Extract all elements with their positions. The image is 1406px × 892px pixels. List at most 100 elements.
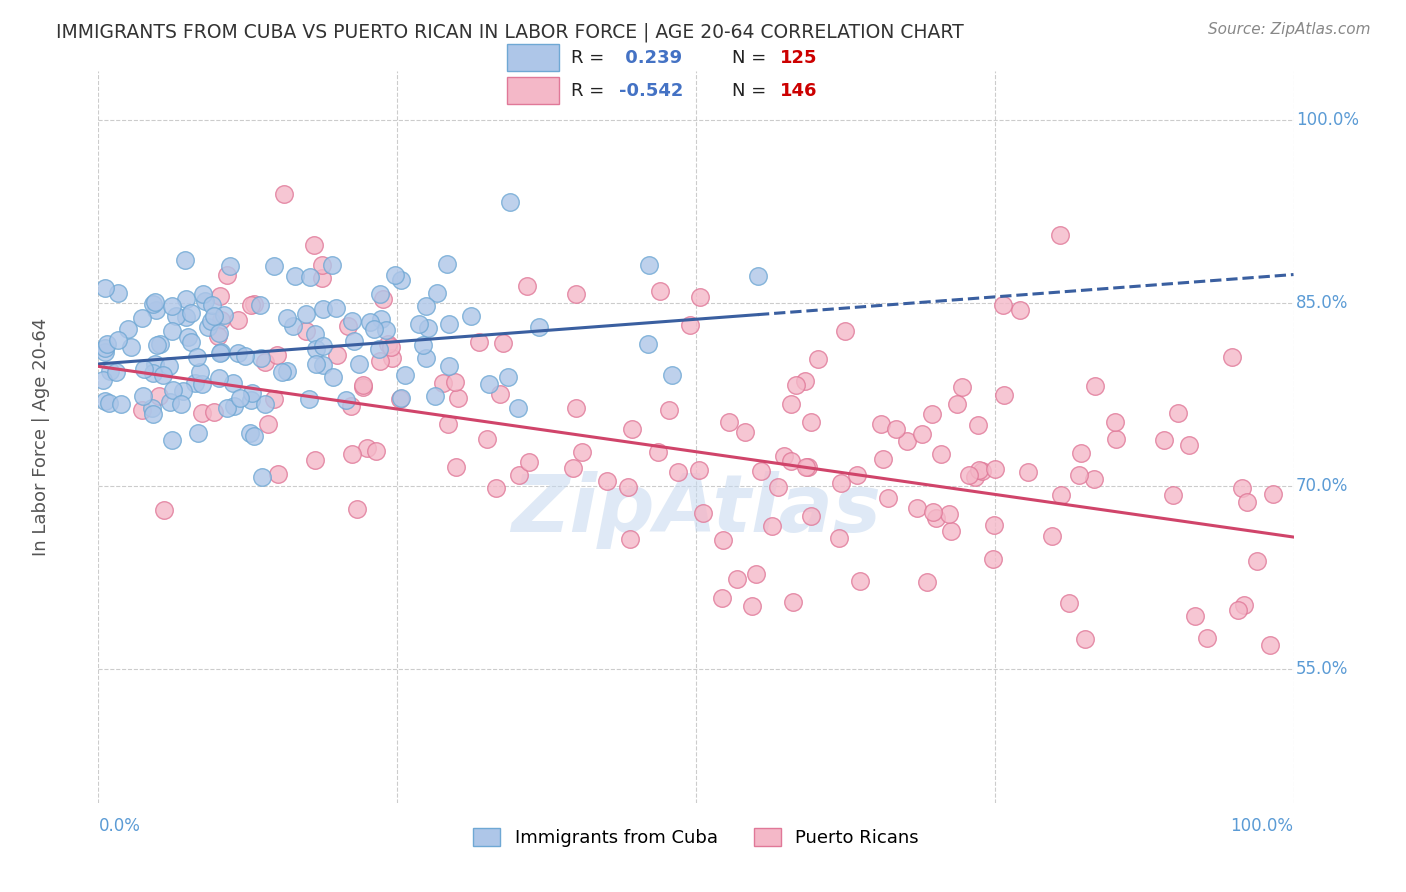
Point (152, 368, 174, 382)
Point (745, 567, 768, 582)
Point (849, 574, 872, 588)
Point (97, 396, 120, 410)
Point (94, 281, 117, 295)
Point (785, 378, 807, 392)
Point (254, 397, 277, 411)
Point (679, 318, 702, 332)
Point (561, 461, 583, 475)
Point (938, 507, 960, 521)
Point (170, 396, 193, 410)
Point (1017, 465, 1039, 479)
Point (228, 391, 250, 405)
Point (219, 260, 242, 274)
Point (1258, 638, 1281, 652)
Point (426, 286, 449, 301)
Point (228, 346, 250, 360)
Bar (508, 45, 560, 71)
Point (152, 503, 174, 517)
Point (498, 370, 520, 384)
Point (222, 376, 245, 390)
Text: R =: R = (571, 82, 610, 100)
Legend: Immigrants from Cuba, Puerto Ricans: Immigrants from Cuba, Puerto Ricans (464, 819, 928, 856)
Point (1010, 302, 1032, 317)
Point (658, 403, 681, 417)
Point (201, 298, 224, 312)
Point (1105, 432, 1128, 446)
Text: 0.239: 0.239 (619, 49, 682, 67)
Point (564, 401, 586, 415)
Point (302, 238, 325, 252)
Point (565, 287, 588, 301)
Point (650, 284, 672, 298)
Point (1230, 481, 1253, 495)
Point (340, 313, 363, 327)
Point (284, 268, 307, 283)
Point (921, 505, 943, 519)
Point (94, 341, 117, 355)
Point (380, 340, 402, 354)
Point (596, 474, 619, 488)
Point (212, 308, 235, 322)
Point (190, 376, 212, 391)
Point (305, 357, 328, 371)
Point (249, 298, 271, 312)
Point (991, 298, 1014, 312)
Point (143, 294, 166, 309)
Point (243, 297, 266, 311)
Point (688, 463, 710, 477)
Point (780, 454, 803, 468)
Point (132, 361, 155, 376)
Point (208, 289, 231, 303)
Point (796, 459, 818, 474)
Point (828, 532, 851, 546)
Point (436, 417, 458, 431)
Point (208, 371, 231, 385)
Point (233, 350, 256, 364)
Point (734, 425, 756, 439)
Point (263, 260, 285, 274)
Point (381, 351, 404, 365)
Point (209, 346, 232, 360)
Point (312, 301, 335, 316)
Point (104, 365, 127, 379)
Point (240, 298, 263, 312)
Point (322, 370, 344, 384)
Point (508, 401, 530, 415)
Point (377, 337, 399, 351)
Point (761, 518, 783, 533)
Point (363, 322, 385, 336)
Point (389, 392, 412, 406)
Point (254, 355, 277, 369)
Point (389, 273, 412, 287)
Text: N =: N = (731, 82, 772, 100)
Point (412, 338, 434, 352)
Point (1233, 598, 1256, 612)
Point (240, 392, 263, 407)
Point (209, 312, 232, 326)
Point (1057, 596, 1080, 610)
Point (772, 449, 794, 463)
Point (647, 445, 669, 459)
Point (371, 292, 394, 306)
Point (352, 380, 374, 394)
Point (183, 376, 205, 391)
Point (131, 311, 153, 326)
Point (160, 324, 183, 338)
Point (304, 452, 326, 467)
Point (468, 334, 491, 349)
Point (177, 330, 200, 344)
Point (96, 337, 118, 351)
Point (159, 394, 181, 409)
Point (165, 310, 187, 324)
Point (1084, 378, 1107, 392)
Point (415, 299, 437, 313)
Point (368, 287, 391, 301)
Point (884, 422, 907, 436)
Point (896, 434, 918, 448)
Point (162, 383, 184, 397)
Text: 70.0%: 70.0% (1296, 477, 1348, 495)
Point (1104, 415, 1126, 429)
Point (782, 595, 804, 609)
Point (202, 309, 225, 323)
Point (1178, 438, 1201, 452)
